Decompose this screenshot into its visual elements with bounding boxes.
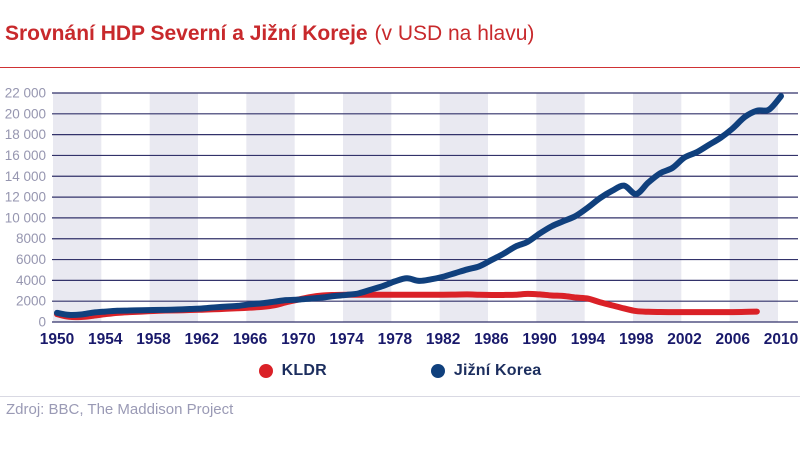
svg-text:1962: 1962 <box>185 331 219 348</box>
svg-text:1958: 1958 <box>136 331 171 348</box>
legend-item-kldr: KLDR <box>258 362 327 380</box>
legend-dot-jizni-korea-icon <box>430 364 445 378</box>
legend-label-kldr: KLDR <box>281 362 327 379</box>
legend-item-jizni-korea: Jižní Korea <box>430 362 542 380</box>
svg-text:2002: 2002 <box>667 331 701 348</box>
svg-text:2006: 2006 <box>715 331 750 348</box>
svg-text:20 000: 20 000 <box>5 106 46 121</box>
svg-text:1978: 1978 <box>378 331 413 348</box>
y-axis-labels: 0 2000 4000 6000 8000 10 000 12 000 14 000 16 00… <box>5 86 46 330</box>
svg-text:14 000: 14 000 <box>5 169 46 184</box>
page-title: Srovnání HDP Severní a Jižní Koreje (v US… <box>5 21 534 47</box>
svg-text:2000: 2000 <box>16 294 46 309</box>
svg-text:22 000: 22 000 <box>5 86 46 101</box>
footer-divider <box>0 396 800 397</box>
svg-text:1986: 1986 <box>474 331 509 348</box>
svg-text:12 000: 12 000 <box>5 190 46 205</box>
background-bands <box>53 93 778 322</box>
svg-text:1966: 1966 <box>233 331 268 348</box>
legend-label-jizni-korea: Jižní Korea <box>453 362 542 379</box>
svg-text:8000: 8000 <box>16 231 46 246</box>
legend-dot-kldr-icon <box>258 364 273 378</box>
svg-text:6000: 6000 <box>16 252 46 267</box>
svg-text:1982: 1982 <box>426 331 460 348</box>
svg-text:10 000: 10 000 <box>5 210 46 225</box>
x-axis-labels: 1950 1954 1958 1962 1966 1970 1974 1978 1982 1986… <box>40 331 798 348</box>
series-line-jizni-korea <box>54 93 784 319</box>
svg-text:1994: 1994 <box>571 331 606 348</box>
page-title-main: Srovnání HDP Severní a Jižní Koreje <box>5 22 368 45</box>
svg-text:2010: 2010 <box>764 331 798 348</box>
svg-text:1954: 1954 <box>88 331 123 348</box>
page-title-unit: (v USD na hlavu) <box>374 22 535 45</box>
svg-text:1998: 1998 <box>619 331 654 348</box>
svg-text:0: 0 <box>38 315 46 330</box>
svg-text:1970: 1970 <box>281 331 315 348</box>
svg-text:1950: 1950 <box>40 331 74 348</box>
svg-text:16 000: 16 000 <box>5 148 46 163</box>
gridlines <box>52 92 798 323</box>
chart-canvas: 0 2000 4000 6000 8000 10 000 12 000 14 000 16 00… <box>5 86 799 349</box>
svg-text:18 000: 18 000 <box>5 127 46 142</box>
svg-text:4000: 4000 <box>16 273 46 288</box>
title-divider <box>0 67 800 68</box>
source-note: Zdroj: BBC, The Maddison Project <box>6 401 234 418</box>
chart-legend: KLDR Jižní Korea <box>0 361 800 381</box>
svg-text:1990: 1990 <box>522 331 556 348</box>
svg-text:1974: 1974 <box>329 331 364 348</box>
gdp-chart: 0 2000 4000 6000 8000 10 000 12 000 14 000 16 00… <box>0 85 800 353</box>
